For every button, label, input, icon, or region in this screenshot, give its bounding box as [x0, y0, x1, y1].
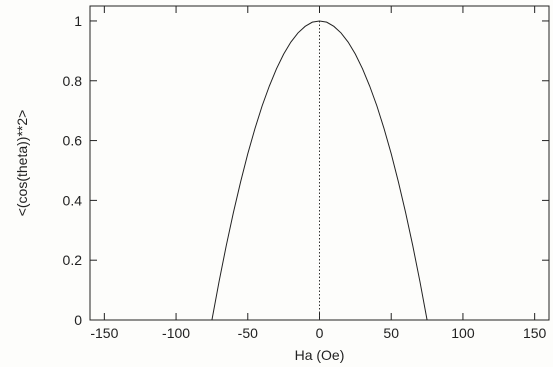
y-tick-label: 0.2	[63, 252, 83, 268]
x-tick-label: -150	[90, 325, 118, 341]
x-tick-label: 0	[316, 325, 324, 341]
x-tick-label: -100	[162, 325, 190, 341]
x-axis-ticks: -150 -100 -50 0 50 100 150	[90, 6, 547, 341]
x-axis-label: Ha (Oe)	[295, 347, 345, 363]
y-axis-ticks: 0 0.2 0.4 0.6 0.8 1	[63, 13, 549, 328]
y-tick-label: 0.8	[63, 73, 83, 89]
x-tick-label: -50	[238, 325, 258, 341]
x-tick-label: 150	[523, 325, 547, 341]
y-tick-label: 1	[74, 13, 82, 29]
series-line	[211, 20, 428, 321]
y-tick-label: 0	[74, 312, 82, 328]
x-tick-label: 50	[383, 325, 399, 341]
y-tick-label: 0.4	[63, 192, 83, 208]
x-tick-label: 100	[451, 325, 475, 341]
y-axis-label: <(cos(theta))**2>	[14, 110, 30, 217]
y-tick-label: 0.6	[63, 133, 83, 149]
